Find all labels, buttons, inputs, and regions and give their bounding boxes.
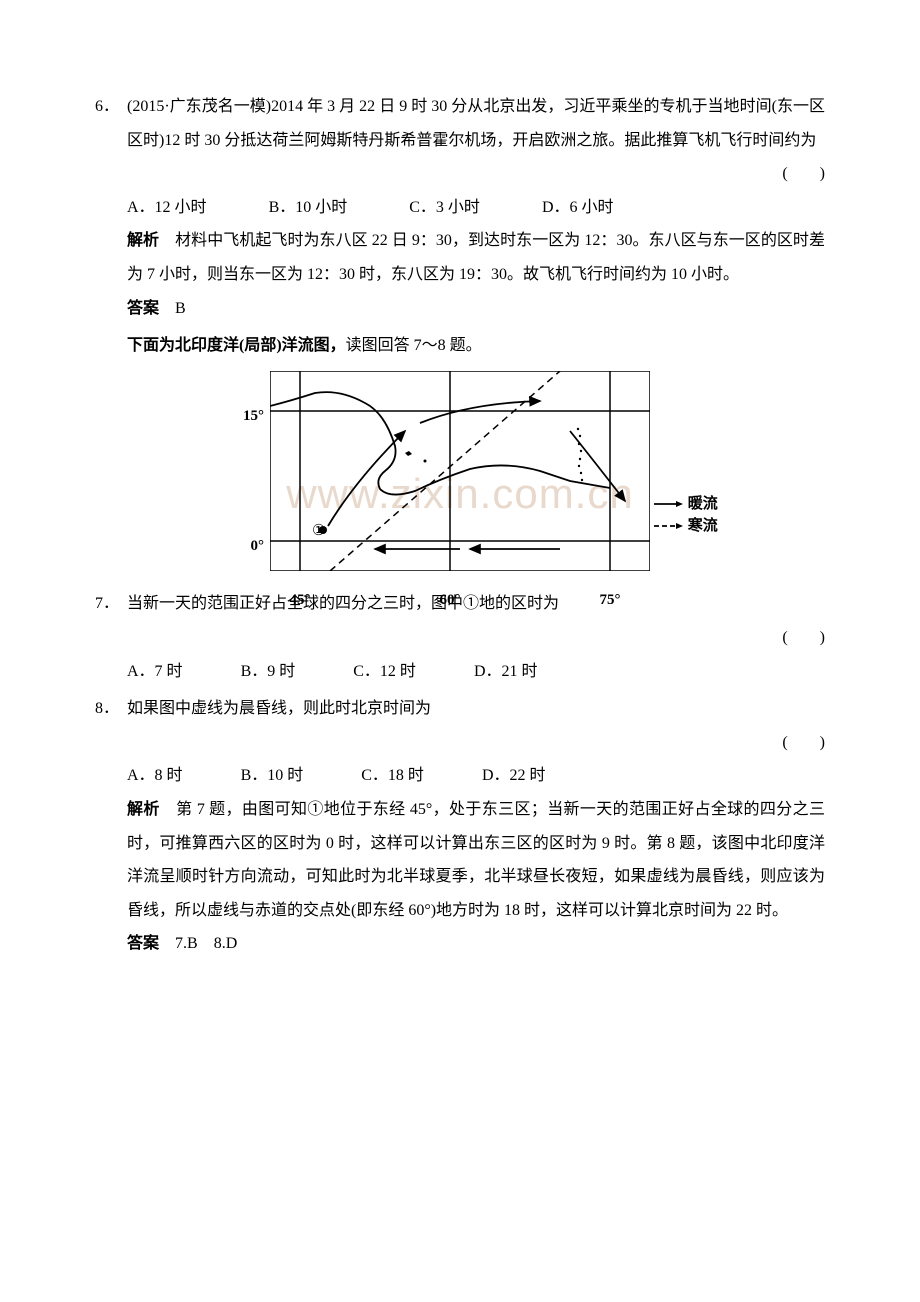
x-label-45: 45° <box>290 585 311 617</box>
diagram-svg: ① <box>270 371 650 571</box>
map-intro-rest: 读图回答 7～8 题。 <box>346 337 482 354</box>
q8-opt-d: D．22 时 <box>482 759 546 793</box>
ocean-current-diagram: www.zixin.com.cn <box>95 371 825 584</box>
q8-opt-c: C．18 时 <box>361 759 424 793</box>
q6-opt-b: B．10 小时 <box>269 191 348 225</box>
q8-options: A．8 时 B．10 时 C．18 时 D．22 时 <box>95 759 825 793</box>
q7-opt-b: B．9 时 <box>241 655 296 689</box>
q8-paren: ( ) <box>95 726 825 760</box>
q8-answer: 答案 7.B 8.D <box>95 927 825 961</box>
q8-answer-label: 答案 <box>127 935 159 952</box>
map-intro-bold: 下面为北印度洋(局部)洋流图， <box>127 337 346 354</box>
q6-answer: 答案 B <box>95 292 825 326</box>
x-label-60: 60° <box>440 585 461 617</box>
q8-explain-label: 解析 <box>127 801 160 818</box>
q8-explain-text: 第 7 题，由图可知①地位于东经 45°，处于东三区；当新一天的范围正好占全球的… <box>127 801 825 919</box>
legend-cold: 寒流 <box>654 511 718 543</box>
q7-number: 7． <box>95 587 127 621</box>
point-label-text: ① <box>312 523 325 539</box>
q7-options: A．7 时 B．9 时 C．12 时 D．21 时 <box>95 655 825 689</box>
q6-answer-text: B <box>159 300 186 317</box>
q6-stem-row: 6． (2015·广东茂名一模)2014 年 3 月 22 日 9 时 30 分… <box>95 90 825 157</box>
q8-stem-row: 8． 如果图中虚线为晨昏线，则此时北京时间为 <box>95 692 825 726</box>
cold-arrow-icon <box>654 521 684 531</box>
legend-cold-label: 寒流 <box>688 518 718 534</box>
q7-paren: ( ) <box>95 621 825 655</box>
question-6: 6． (2015·广东茂名一模)2014 年 3 月 22 日 9 时 30 分… <box>95 90 825 325</box>
question-8: 8． 如果图中虚线为晨昏线，则此时北京时间为 ( ) A．8 时 B．10 时 … <box>95 692 825 961</box>
q7-opt-c: C．12 时 <box>353 655 416 689</box>
q8-explain: 解析 第 7 题，由图可知①地位于东经 45°，处于东三区；当新一天的范围正好占… <box>95 793 825 927</box>
q7-stem: 当新一天的范围正好占全球的四分之三时，图中①地的区时为 <box>127 587 825 621</box>
q8-number: 8． <box>95 692 127 726</box>
q6-opt-d: D．6 小时 <box>542 191 614 225</box>
q8-stem: 如果图中虚线为晨昏线，则此时北京时间为 <box>127 692 825 726</box>
y-label-15: 15° <box>243 401 264 433</box>
q6-source: (2015·广东茂名一模) <box>127 98 271 115</box>
q6-explain-label: 解析 <box>127 232 159 249</box>
q6-options: A．12 小时 B．10 小时 C．3 小时 D．6 小时 <box>95 191 825 225</box>
warm-arrow-icon <box>654 499 684 509</box>
q8-opt-a: A．8 时 <box>127 759 183 793</box>
x-label-75: 75° <box>600 585 621 617</box>
map-intro: 下面为北印度洋(局部)洋流图，读图回答 7～8 题。 <box>95 329 825 363</box>
q6-explain-text: 材料中飞机起飞时为东八区 22 日 9：30，到达时东一区为 12：30。东八区… <box>127 232 825 283</box>
q6-opt-a: A．12 小时 <box>127 191 207 225</box>
q8-opt-b: B．10 时 <box>241 759 304 793</box>
q7-opt-a: A．7 时 <box>127 655 183 689</box>
y-label-0: 0° <box>251 531 265 563</box>
q6-paren: ( ) <box>95 157 825 191</box>
q6-answer-label: 答案 <box>127 300 159 317</box>
q6-number: 6． <box>95 90 127 157</box>
legend-warm-label: 暖流 <box>688 496 718 512</box>
q6-opt-c: C．3 小时 <box>409 191 480 225</box>
diagram-box: www.zixin.com.cn <box>270 371 650 584</box>
q7-opt-d: D．21 时 <box>474 655 538 689</box>
q6-explain: 解析 材料中飞机起飞时为东八区 22 日 9：30，到达时东一区为 12：30。… <box>95 224 825 291</box>
q6-stem: (2015·广东茂名一模)2014 年 3 月 22 日 9 时 30 分从北京… <box>127 90 825 157</box>
q8-answer-text: 7.B 8.D <box>159 935 237 952</box>
